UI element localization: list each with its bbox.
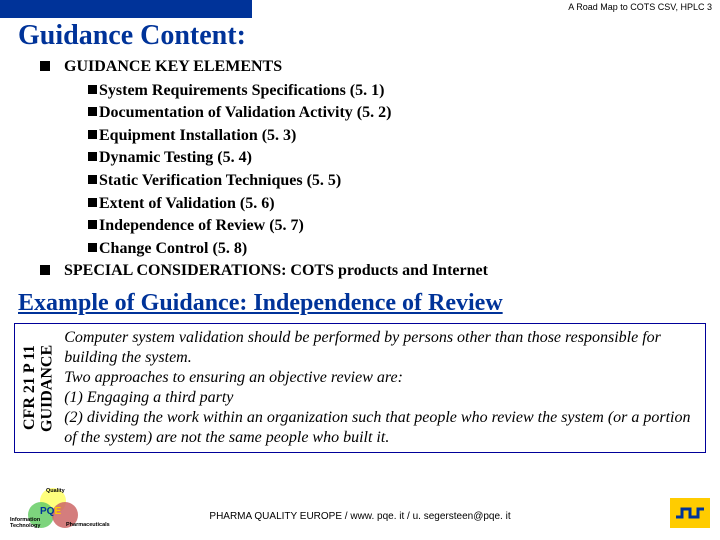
square-bullet-icon — [88, 152, 97, 161]
list-item: Documentation of Validation Activity (5.… — [88, 102, 700, 124]
venn-logo: Quality Information Technology Pharmaceu… — [10, 488, 120, 532]
footer: Quality Information Technology Pharmaceu… — [0, 490, 720, 534]
square-bullet-icon — [88, 85, 97, 94]
square-bullet-icon — [40, 61, 50, 71]
example-text: Computer system validation should be per… — [64, 328, 699, 448]
venn-label: Pharmaceuticals — [66, 522, 110, 528]
example-box: CFR 21 P 11 GUIDANCE Computer system val… — [14, 323, 706, 453]
list-text: Documentation of Validation Activity (5.… — [99, 102, 391, 124]
footer-text: PHARMA QUALITY EUROPE / www. pqe. it / u… — [209, 511, 510, 522]
list-text: Equipment Installation (5. 3) — [99, 125, 296, 147]
square-bullet-icon — [88, 175, 97, 184]
list-item: Independence of Review (5. 7) — [88, 215, 700, 237]
section-title: Example of Guidance: Independence of Rev… — [18, 290, 720, 317]
square-bullet-icon — [88, 220, 97, 229]
list-item: System Requirements Specifications (5. 1… — [88, 80, 700, 102]
pqe-brand: PQE — [40, 506, 61, 517]
square-bullet-icon — [88, 243, 97, 252]
page-reference: A Road Map to COTS CSV, HPLC 3 — [568, 2, 712, 12]
list-item: GUIDANCE KEY ELEMENTS — [40, 56, 700, 78]
list-item: SPECIAL CONSIDERATIONS: COTS products an… — [40, 260, 700, 282]
vlabel-line1: CFR 21 P 11 — [21, 346, 38, 431]
list-text: Change Control (5. 8) — [99, 238, 247, 260]
square-bullet-icon — [40, 265, 50, 275]
wave-icon — [676, 503, 704, 523]
slide-title: Guidance Content: — [18, 20, 720, 52]
list-text: Static Verification Techniques (5. 5) — [99, 170, 341, 192]
sub-list: System Requirements Specifications (5. 1… — [88, 80, 700, 260]
venn-label: Quality — [46, 488, 65, 494]
list-item: Equipment Installation (5. 3) — [88, 125, 700, 147]
list-text: System Requirements Specifications (5. 1… — [99, 80, 384, 102]
vlabel-line2: GUIDANCE — [39, 344, 56, 431]
square-bullet-icon — [88, 107, 97, 116]
list-text: Extent of Validation (5. 6) — [99, 193, 275, 215]
list-text: Dynamic Testing (5. 4) — [99, 147, 252, 169]
vertical-label: CFR 21 P 11 GUIDANCE — [21, 328, 56, 448]
square-bullet-icon — [88, 198, 97, 207]
main-content: GUIDANCE KEY ELEMENTS System Requirement… — [40, 56, 700, 282]
list-text: GUIDANCE KEY ELEMENTS — [64, 56, 282, 78]
venn-label: Information Technology — [10, 518, 40, 529]
list-item: Dynamic Testing (5. 4) — [88, 147, 700, 169]
list-text: Independence of Review (5. 7) — [99, 215, 304, 237]
list-item: Extent of Validation (5. 6) — [88, 193, 700, 215]
square-bullet-icon — [88, 130, 97, 139]
corner-logo — [670, 498, 710, 528]
list-item: Static Verification Techniques (5. 5) — [88, 170, 700, 192]
list-text: SPECIAL CONSIDERATIONS: COTS products an… — [64, 260, 488, 282]
list-item: Change Control (5. 8) — [88, 238, 700, 260]
